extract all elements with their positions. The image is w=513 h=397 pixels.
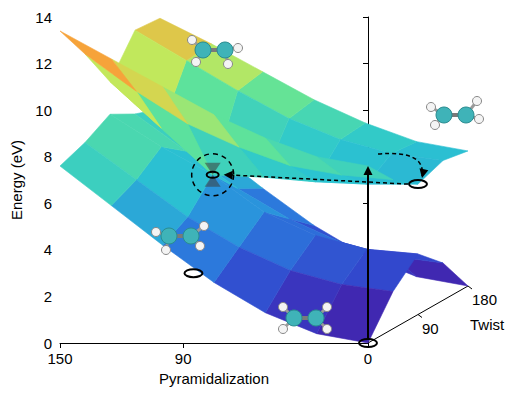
svg-text:180: 180 — [472, 291, 497, 308]
svg-text:8: 8 — [44, 148, 52, 165]
svg-text:6: 6 — [44, 195, 52, 212]
svg-text:Pyramidalization: Pyramidalization — [159, 370, 269, 387]
svg-text:14: 14 — [35, 9, 52, 26]
svg-text:90: 90 — [175, 350, 192, 367]
svg-text:0: 0 — [364, 350, 372, 367]
svg-text:4: 4 — [44, 241, 52, 258]
svg-text:0: 0 — [44, 335, 52, 352]
svg-text:90: 90 — [422, 320, 439, 337]
svg-text:150: 150 — [47, 350, 72, 367]
svg-text:Twist: Twist — [470, 316, 505, 333]
svg-text:Energy (eV): Energy (eV) — [8, 140, 25, 220]
svg-text:12: 12 — [35, 55, 52, 72]
svg-text:2: 2 — [44, 288, 52, 305]
svg-text:10: 10 — [35, 102, 52, 119]
